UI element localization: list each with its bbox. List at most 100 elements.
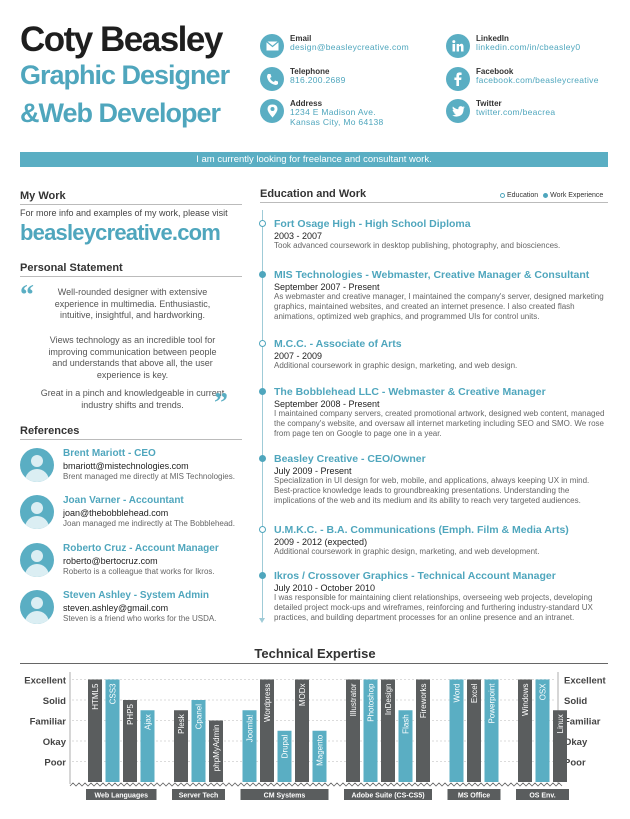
skill-label: OSX (539, 683, 548, 701)
job-title-line2: &Web Developer (20, 98, 221, 128)
my-work-heading: My Work (20, 190, 242, 205)
entry-title: M.C.C. - Associate of Arts (274, 338, 402, 350)
timeline-entry: M.C.C. - Associate of Arts 2007 - 2009 A… (274, 338, 610, 371)
skill-bar (277, 730, 292, 782)
contact-facebook[interactable]: Facebook facebook.com/beasleycreative (446, 67, 599, 91)
skill-label: Fireworks (419, 684, 428, 719)
skill-bar (88, 679, 102, 782)
avatar (20, 543, 54, 577)
entry-dates: July 2010 - October 2010 (274, 583, 376, 593)
reference-note: Joan managed me indirectly at The Bobble… (63, 518, 235, 528)
timeline-dot-education (259, 340, 266, 347)
skill-label: CSS3 (109, 683, 118, 704)
level-label-left: Poor (44, 758, 66, 769)
entry-description: Additional coursework in graphic design,… (274, 547, 540, 556)
skill-label: HTML5 (91, 683, 100, 710)
reference-email[interactable]: joan@thebobblehead.com (63, 507, 169, 518)
skill-label: Word (453, 684, 462, 703)
reference-note: Roberto is a colleague that works for Ik… (63, 566, 215, 576)
legend-work-label: Work Experience (550, 192, 604, 199)
contact-email[interactable]: Email design@beasleycreative.com (260, 34, 409, 58)
skill-bar (416, 679, 430, 782)
tech-expertise-title: Technical Expertise (254, 646, 376, 661)
reference-email[interactable]: steven.ashley@gmail.com (63, 602, 169, 613)
entry-description: Additional coursework in graphic design,… (274, 361, 518, 370)
level-label-right: Solid (564, 696, 587, 707)
telephone-value[interactable]: 816.200.2689 (290, 75, 346, 86)
baseline-zigzag (69, 782, 563, 787)
entry-dates: September 2007 - Present (274, 282, 380, 292)
twitter-value[interactable]: twitter.com/beacrea (476, 107, 556, 118)
timeline-entry: Beasley Creative - CEO/Owner July 2009 -… (274, 453, 610, 506)
facebook-value[interactable]: facebook.com/beasleycreative (476, 75, 599, 86)
level-label-right: Familiar (564, 717, 601, 728)
legend-education-label: Education (507, 192, 539, 199)
reference-note: Brent managed me directly at MIS Technol… (63, 471, 235, 481)
skill-bar (363, 679, 378, 782)
group-label-bg (240, 789, 329, 800)
twitter-label: Twitter (476, 99, 502, 108)
contact-telephone[interactable]: Telephone 816.200.2689 (260, 67, 346, 91)
statement-paragraph-2: Views technology as an incredible tool f… (48, 335, 217, 381)
group-label: OS Env. (529, 793, 555, 800)
address-label: Address (290, 99, 323, 108)
level-label-left: Solid (43, 696, 66, 707)
contact-address: Address 1234 E Madison Ave. Kansas City,… (260, 99, 384, 128)
skill-bar (449, 679, 464, 782)
level-label-left: Okay (43, 737, 67, 748)
close-quote-icon: ” (214, 388, 228, 419)
avatar (20, 495, 54, 529)
skill-label: phpMyAdmin (212, 725, 221, 772)
references-heading: References (20, 425, 242, 440)
skill-bar (174, 710, 188, 782)
timeline-entry: Ikros / Crossover Graphics - Technical A… (274, 570, 610, 623)
skill-label: Drupal (281, 735, 290, 759)
timeline-dot-work (259, 271, 266, 278)
email-value[interactable]: design@beasleycreative.com (290, 42, 409, 53)
timeline-entry: MIS Technologies - Webmaster, Creative M… (274, 269, 610, 322)
reference-email[interactable]: bmariott@mistechnologies.com (63, 460, 189, 471)
entry-title: Ikros / Crossover Graphics - Technical A… (274, 570, 556, 582)
timeline-dot-work (259, 572, 266, 579)
legend-work: Work Experience (543, 192, 603, 199)
timeline-entry: Fort Osage High - High School Diploma 20… (274, 218, 610, 251)
group-label-bg (447, 789, 501, 800)
group-label: MS Office (458, 793, 490, 800)
telephone-label: Telephone (290, 67, 330, 76)
facebook-icon (446, 67, 470, 91)
email-label: Email (290, 34, 312, 43)
skill-bar (553, 710, 567, 782)
availability-banner: I am currently looking for freelance and… (20, 152, 608, 167)
skill-label: Plesk (177, 713, 186, 734)
level-label-right: Excellent (564, 676, 607, 687)
skill-bar (123, 700, 137, 782)
skill-bar (209, 720, 223, 782)
level-label-right: Okay (564, 737, 588, 748)
entry-dates: 2003 - 2007 (274, 231, 323, 241)
timeline-entry: U.M.K.C. - B.A. Communications (Emph. Fi… (274, 524, 610, 557)
skill-bar (242, 710, 257, 782)
entry-dates: 2007 - 2009 (274, 351, 323, 361)
timeline-dot-education (259, 220, 266, 227)
contact-twitter[interactable]: Twitter twitter.com/beacrea (446, 99, 555, 123)
skill-label: Joomla! (246, 714, 255, 742)
entry-dates: 2009 - 2012 (expected) (274, 537, 368, 547)
group-label-bg (516, 789, 569, 800)
entry-description: As webmaster and creative manager, I mai… (274, 292, 604, 321)
linkedin-icon (446, 34, 470, 58)
skill-bar (518, 679, 532, 782)
entry-description: Took advanced coursework in desktop publ… (274, 241, 561, 250)
twitter-icon (446, 99, 470, 123)
reference-email[interactable]: roberto@bertocruz.com (63, 555, 158, 566)
linkedin-value[interactable]: linkedin.com/in/cbeasley0 (476, 42, 581, 53)
timeline-dot-work (259, 455, 266, 462)
skill-label: Cpanel (195, 704, 204, 730)
skill-bar (398, 710, 413, 782)
entry-title: U.M.K.C. - B.A. Communications (Emph. Fi… (274, 524, 569, 536)
portfolio-link[interactable]: beasleycreative.com (20, 220, 221, 245)
avatar (20, 590, 54, 624)
entry-description: Specialization in UI design for web, mob… (274, 476, 590, 505)
contact-linkedin[interactable]: LinkedIn linkedin.com/in/cbeasley0 (446, 34, 580, 58)
group-label-bg (172, 789, 225, 800)
skills-chart: Excellent Excellent Solid Solid Familiar Fami… (24, 672, 607, 800)
